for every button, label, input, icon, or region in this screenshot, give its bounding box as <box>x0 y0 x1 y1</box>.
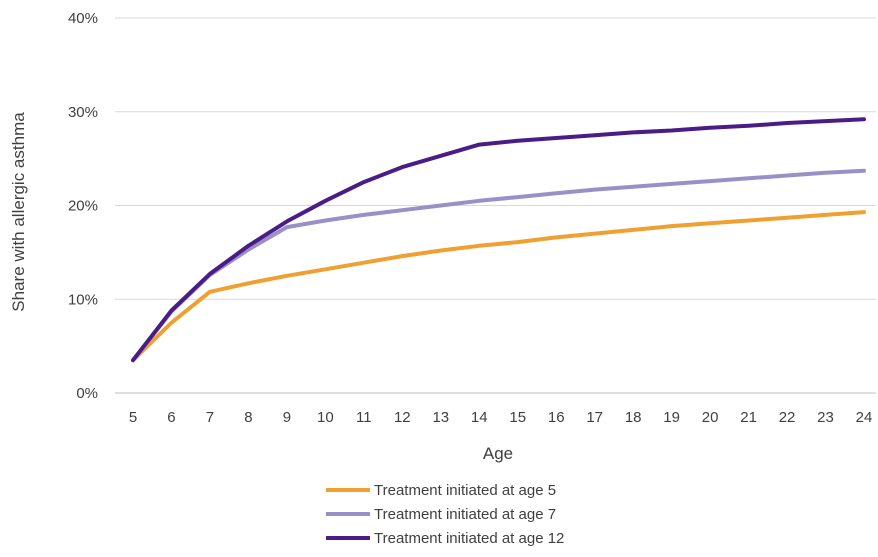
y-tick-label: 0% <box>76 385 98 402</box>
legend-item-age-12: Treatment initiated at age 12 <box>326 526 564 550</box>
x-tick-label: 5 <box>129 409 137 426</box>
gridlines <box>115 17 876 394</box>
legend-label-age-12: Treatment initiated at age 12 <box>374 529 565 547</box>
legend-label-age-7: Treatment initiated at age 7 <box>374 505 557 523</box>
series-line-0 <box>131 210 866 363</box>
x-tick-label: 10 <box>317 409 334 426</box>
y-axis-title: Share with allergic asthma <box>9 112 28 312</box>
x-tick-label: 12 <box>394 409 411 426</box>
x-tick-label: 8 <box>244 409 252 426</box>
x-tick-label: 21 <box>740 409 757 426</box>
legend-label-age-5: Treatment initiated at age 5 <box>374 481 557 499</box>
x-tick-label: 23 <box>817 409 834 426</box>
x-tick-label: 6 <box>167 409 175 426</box>
series-line-2 <box>131 117 866 363</box>
x-tick-label: 14 <box>471 409 488 426</box>
y-tick-label: 20% <box>68 198 98 215</box>
legend-swatch-age-7 <box>326 512 370 516</box>
x-tick-labels: 5 6 7 8 9 10 11 12 13 14 15 16 17 18 19 20 21 22 23 24 <box>129 409 873 426</box>
legend-item-age-5: Treatment initiated at age 5 <box>326 478 564 502</box>
series-lines <box>131 117 866 363</box>
legend-swatch-age-5 <box>326 488 370 492</box>
x-tick-label: 7 <box>206 409 214 426</box>
y-tick-label: 30% <box>68 104 98 121</box>
x-tick-label: 18 <box>625 409 642 426</box>
legend: Treatment initiated at age 5 Treatment i… <box>326 478 564 550</box>
x-tick-label: 9 <box>283 409 291 426</box>
series-line-1 <box>131 168 866 363</box>
y-tick-label: 10% <box>68 291 98 308</box>
x-tick-label: 15 <box>509 409 526 426</box>
x-tick-label: 13 <box>432 409 449 426</box>
x-axis-title: Age <box>483 444 513 463</box>
y-tick-labels: 0% 10% 20% 30% 40% <box>68 10 98 402</box>
x-tick-label: 20 <box>702 409 719 426</box>
x-tick-label: 16 <box>548 409 565 426</box>
x-tick-label: 11 <box>356 409 372 426</box>
x-tick-label: 19 <box>663 409 680 426</box>
y-tick-label: 40% <box>68 10 98 27</box>
x-tick-label: 17 <box>586 409 603 426</box>
legend-swatch-age-12 <box>326 536 370 540</box>
x-tick-label: 24 <box>856 409 873 426</box>
x-tick-label: 22 <box>779 409 796 426</box>
legend-item-age-7: Treatment initiated at age 7 <box>326 502 564 526</box>
